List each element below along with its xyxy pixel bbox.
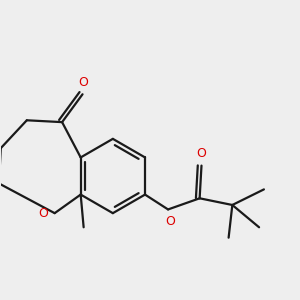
Text: O: O <box>79 76 88 89</box>
Text: O: O <box>38 207 48 220</box>
Text: O: O <box>165 215 175 228</box>
Text: O: O <box>196 147 206 160</box>
